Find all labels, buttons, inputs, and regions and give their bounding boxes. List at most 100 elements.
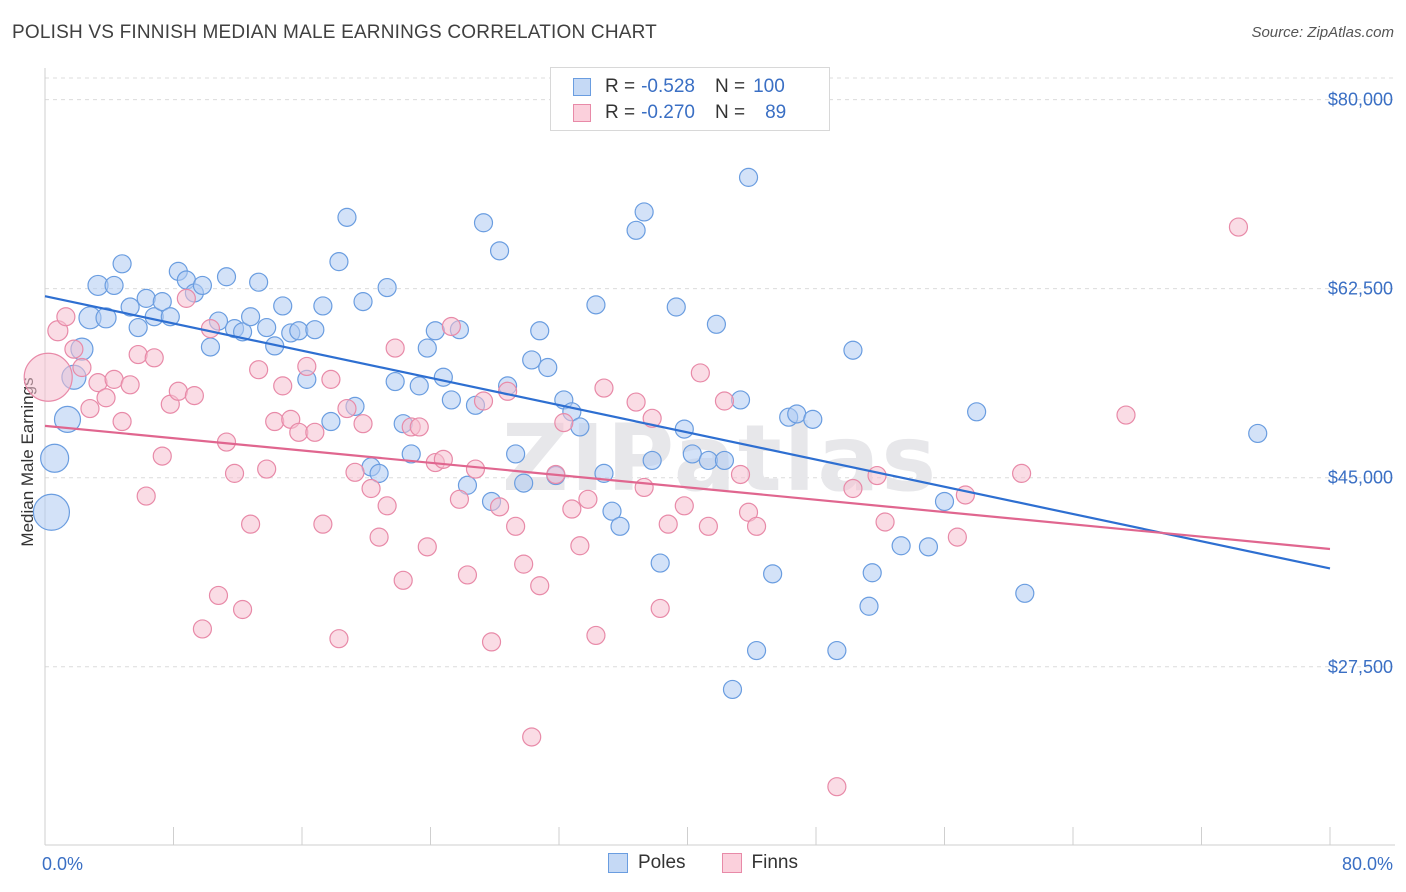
data-point	[658, 514, 678, 534]
data-point	[192, 619, 213, 639]
poles-legend-swatch	[608, 853, 628, 873]
data-point	[80, 398, 100, 419]
data-point	[385, 371, 405, 392]
data-point	[249, 360, 269, 380]
data-point	[602, 501, 622, 521]
data-point	[730, 464, 751, 485]
data-point	[345, 462, 365, 482]
finns-r-label: R =	[605, 102, 636, 123]
data-point	[95, 307, 117, 329]
data-point	[586, 625, 606, 646]
data-point	[289, 321, 309, 341]
data-point	[1015, 583, 1035, 603]
chart-title: POLISH VS FINNISH MEDIAN MALE EARNINGS C…	[12, 22, 657, 43]
data-point	[152, 446, 172, 466]
data-point	[473, 391, 494, 411]
finns-r-value: -0.270	[641, 102, 695, 123]
data-point	[297, 356, 317, 377]
y-tick-label: $45,000	[1328, 468, 1393, 488]
poles-r-value: -0.528	[641, 76, 695, 97]
data-point	[136, 288, 156, 308]
data-point	[522, 727, 542, 747]
data-point	[722, 679, 743, 700]
trend-line-poles	[44, 295, 1331, 570]
legend-item-poles[interactable]: Poles	[608, 852, 686, 874]
data-point	[305, 320, 325, 340]
data-point	[200, 319, 221, 339]
data-point	[610, 516, 630, 536]
data-point	[481, 632, 502, 652]
data-point	[393, 570, 413, 590]
data-point	[417, 338, 437, 358]
data-point	[216, 267, 237, 287]
data-point	[377, 277, 397, 298]
data-point	[96, 388, 116, 408]
poles-n-value: 100	[753, 76, 785, 97]
y-axis-label: Median Male Earnings	[18, 377, 37, 546]
series-finns	[23, 217, 1249, 797]
data-point	[859, 596, 879, 616]
data-point	[241, 514, 261, 534]
legend-item-finns[interactable]: Finns	[721, 852, 798, 874]
data-point	[184, 386, 204, 406]
data-point	[40, 443, 70, 473]
data-point	[843, 478, 863, 499]
data-point	[666, 297, 686, 317]
data-point	[257, 459, 277, 479]
data-point	[369, 463, 389, 483]
poles-swatch	[573, 78, 591, 96]
data-point	[634, 477, 654, 498]
data-point	[329, 252, 349, 272]
data-point	[353, 414, 373, 434]
data-point	[934, 491, 955, 512]
data-point	[241, 307, 261, 327]
data-point	[738, 167, 759, 187]
data-point	[449, 489, 470, 509]
poles-legend-label: Poles	[638, 852, 686, 873]
x-tick-label-min: 0.0%	[42, 854, 83, 874]
data-point	[586, 295, 606, 315]
data-point	[128, 317, 148, 338]
data-point	[843, 340, 863, 360]
data-point	[570, 536, 590, 556]
data-point	[401, 444, 421, 464]
data-point	[329, 629, 349, 649]
data-point	[72, 357, 92, 378]
data-point	[112, 254, 132, 274]
data-point	[200, 337, 221, 357]
data-point	[967, 402, 987, 422]
data-point	[152, 292, 172, 312]
data-point	[136, 486, 156, 506]
data-point	[64, 339, 84, 359]
data-point	[706, 314, 727, 334]
data-point	[144, 348, 164, 368]
trend-line-finns	[44, 424, 1331, 551]
legend-row-finns: R = -0.270 N = 89	[573, 102, 786, 124]
data-point	[273, 296, 293, 316]
data-point	[626, 220, 646, 240]
data-point	[682, 444, 702, 464]
data-point	[353, 292, 373, 312]
data-point	[120, 375, 140, 395]
data-point	[53, 405, 82, 433]
data-point	[377, 496, 397, 516]
data-point	[104, 275, 124, 296]
y-tick-label: $27,500	[1328, 657, 1393, 677]
data-point	[305, 422, 325, 442]
data-point	[489, 497, 510, 517]
data-point	[506, 516, 526, 536]
data-point	[313, 296, 333, 316]
legend-row-poles: R = -0.528 N = 100	[573, 76, 785, 98]
data-point	[506, 444, 526, 464]
data-point	[168, 381, 188, 401]
data-point	[273, 376, 293, 396]
data-point	[674, 496, 694, 516]
data-point	[690, 363, 710, 383]
data-point	[642, 450, 662, 471]
finns-n-value: 89	[765, 102, 787, 123]
data-point	[570, 417, 590, 437]
data-point	[441, 316, 461, 337]
data-point	[698, 450, 718, 471]
data-point	[369, 527, 389, 547]
data-point	[891, 536, 911, 556]
